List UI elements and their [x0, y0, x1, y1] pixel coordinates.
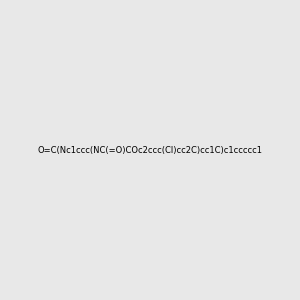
Text: O=C(Nc1ccc(NC(=O)COc2ccc(Cl)cc2C)cc1C)c1ccccc1: O=C(Nc1ccc(NC(=O)COc2ccc(Cl)cc2C)cc1C)c1…	[38, 146, 262, 154]
